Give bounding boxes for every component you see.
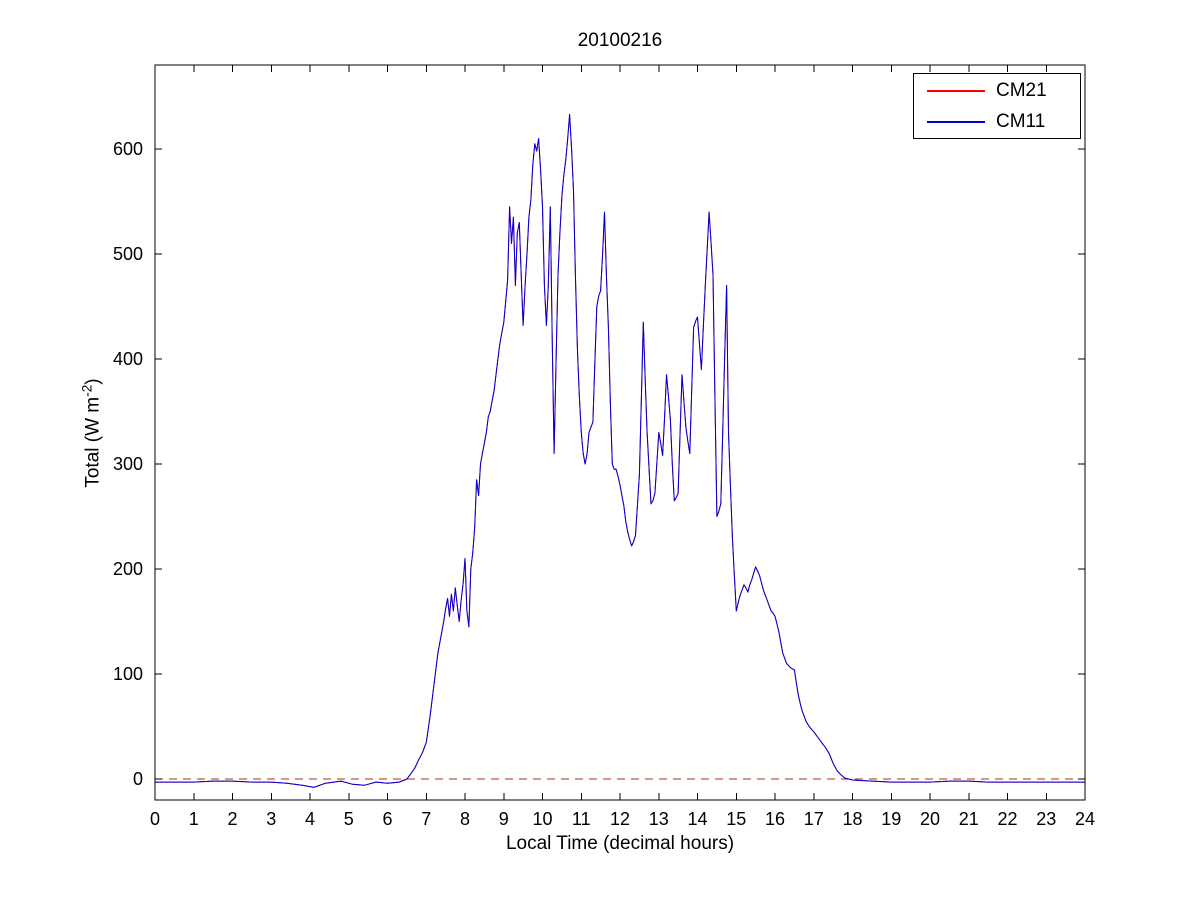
y-tick-label: 300 <box>113 454 143 474</box>
x-tick-label: 16 <box>765 809 785 829</box>
x-tick-label: 9 <box>499 809 509 829</box>
y-axis-label-suffix: ) <box>82 378 104 385</box>
x-tick-label: 21 <box>959 809 979 829</box>
x-tick-label: 15 <box>726 809 746 829</box>
x-tick-label: 7 <box>421 809 431 829</box>
y-tick-label: 400 <box>113 349 143 369</box>
series-cm11 <box>155 113 1085 788</box>
x-tick-label: 4 <box>305 809 315 829</box>
x-tick-label: 24 <box>1075 809 1095 829</box>
y-axis-label-prefix: Total (W m <box>82 396 104 488</box>
x-tick-label: 17 <box>804 809 824 829</box>
legend-entry-cm21: CM21 <box>927 80 1080 102</box>
legend-entry-cm11: CM11 <box>927 111 1080 133</box>
legend-label-cm21: CM21 <box>996 79 1047 101</box>
x-tick-label: 0 <box>150 809 160 829</box>
x-tick-label: 3 <box>266 809 276 829</box>
y-tick-label: 500 <box>113 244 143 264</box>
x-tick-label: 11 <box>572 809 591 829</box>
y-tick-label: 600 <box>113 139 143 159</box>
x-tick-label: 2 <box>227 809 237 829</box>
x-tick-label: 22 <box>997 809 1017 829</box>
legend-label-cm11: CM11 <box>996 110 1046 132</box>
x-tick-label: 12 <box>610 809 630 829</box>
x-tick-label: 20 <box>920 809 940 829</box>
x-tick-label: 10 <box>532 809 552 829</box>
x-tick-label: 8 <box>460 809 470 829</box>
x-tick-label: 1 <box>189 809 199 829</box>
x-tick-label: 18 <box>842 809 862 829</box>
x-tick-label: 5 <box>344 809 354 829</box>
plot-background <box>155 65 1085 800</box>
x-tick-label: 23 <box>1036 809 1056 829</box>
cm21-line-sample <box>927 89 985 92</box>
chart-title: 20100216 <box>577 30 663 51</box>
x-tick-label: 19 <box>881 809 901 829</box>
x-tick-label: 14 <box>687 809 707 829</box>
x-axis-label: Local Time (decimal hours) <box>505 833 735 854</box>
cm11-line-sample <box>927 120 985 123</box>
legend: CM21 CM11 <box>913 73 1081 139</box>
y-tick-label: 100 <box>113 664 143 684</box>
y-tick-label: 0 <box>133 769 143 789</box>
x-tick-label: 13 <box>649 809 669 829</box>
y-axis-label: Total (W m-2) <box>79 378 104 487</box>
x-tick-label: 6 <box>382 809 392 829</box>
y-axis-label-superscript: -2 <box>79 384 95 397</box>
y-tick-label: 200 <box>113 559 143 579</box>
